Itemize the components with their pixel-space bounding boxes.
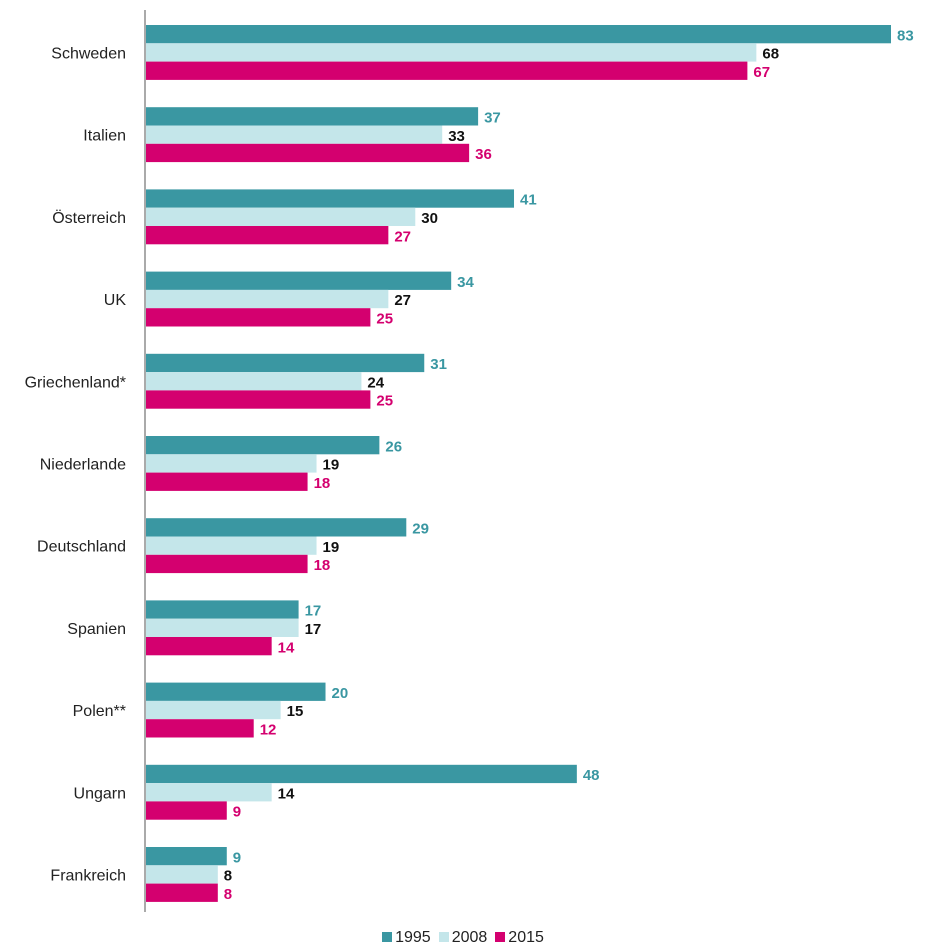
value-label-2008-spanien: 17 (305, 621, 322, 638)
bar-1995-schweden (146, 25, 891, 43)
value-label-2008-frankreich: 8 (224, 868, 232, 885)
value-label-2008-italien: 33 (448, 128, 465, 145)
legend-label-1995: 1995 (395, 929, 431, 946)
category-label-frankreich: Frankreich (50, 867, 126, 884)
value-label-1995-frankreich: 9 (233, 849, 241, 866)
bar-2015-deutschland (146, 555, 308, 573)
value-label-2008-niederlande: 19 (323, 457, 340, 474)
legend-label-2008: 2008 (452, 929, 488, 946)
bar-2015-schweden (146, 62, 747, 80)
category-label-uk: UK (104, 292, 127, 309)
value-label-1995-niederlande: 26 (385, 438, 402, 455)
bar-2015-österreich (146, 226, 388, 244)
bar-1995-deutschland (146, 518, 406, 536)
bar-2008-österreich (146, 208, 415, 226)
value-label-2008-deutschland: 19 (323, 539, 340, 556)
bar-2008-deutschland (146, 537, 317, 555)
bar-2015-spanien (146, 637, 272, 655)
bar-1995-uk (146, 272, 451, 290)
legend-item-2015: 2015 (495, 929, 544, 947)
value-label-2015-italien: 36 (475, 146, 492, 163)
value-label-2015-österreich: 27 (394, 228, 411, 245)
category-label-österreich: Österreich (52, 209, 126, 227)
bar-2008-griechenland (146, 372, 361, 390)
value-label-1995-österreich: 41 (520, 192, 537, 209)
category-label-italien: Italien (83, 128, 126, 145)
category-label-spanien: Spanien (67, 621, 126, 638)
bar-2008-niederlande (146, 454, 317, 472)
bar-1995-frankreich (146, 847, 227, 865)
category-label-schweden: Schweden (51, 45, 126, 62)
value-label-2008-schweden: 68 (762, 46, 779, 63)
value-label-2015-griechenland: 25 (376, 393, 393, 410)
bar-2008-schweden (146, 43, 756, 61)
value-label-1995-polen: 20 (332, 685, 349, 702)
bar-1995-österreich (146, 189, 514, 207)
bar-2015-polen (146, 719, 254, 737)
value-label-2015-niederlande: 18 (314, 475, 331, 492)
value-label-2015-uk: 25 (376, 311, 393, 328)
category-label-niederlande: Niederlande (40, 456, 126, 473)
bar-2008-polen (146, 701, 281, 719)
bar-2015-ungarn (146, 801, 227, 819)
value-label-1995-spanien: 17 (305, 603, 322, 620)
value-label-1995-schweden: 83 (897, 27, 914, 44)
value-label-2015-polen: 12 (260, 722, 277, 739)
value-label-2015-ungarn: 9 (233, 804, 241, 821)
value-label-2008-österreich: 30 (421, 210, 438, 227)
category-label-griechenland: Griechenland* (25, 374, 126, 391)
bar-2008-uk (146, 290, 388, 308)
bar-1995-italien (146, 107, 478, 125)
value-label-2008-polen: 15 (287, 703, 304, 720)
bar-2015-niederlande (146, 473, 308, 491)
legend-item-2008: 2008 (439, 929, 488, 947)
category-label-deutschland: Deutschland (37, 539, 126, 556)
bar-1995-niederlande (146, 436, 379, 454)
bar-1995-polen (146, 683, 326, 701)
bar-2015-italien (146, 144, 469, 162)
value-label-2015-spanien: 14 (278, 639, 295, 656)
bar-2015-uk (146, 308, 370, 326)
bar-1995-griechenland (146, 354, 424, 372)
value-label-1995-griechenland: 31 (430, 356, 447, 373)
legend-item-1995: 1995 (382, 929, 431, 947)
legend-swatch-1995 (382, 932, 392, 942)
category-label-polen: Polen** (73, 703, 126, 720)
bar-2008-ungarn (146, 783, 272, 801)
value-label-1995-uk: 34 (457, 274, 474, 291)
value-label-1995-deutschland: 29 (412, 521, 429, 538)
category-label-ungarn: Ungarn (74, 785, 126, 802)
legend-label-2015: 2015 (508, 929, 544, 946)
value-label-1995-ungarn: 48 (583, 767, 600, 784)
value-label-2008-griechenland: 24 (367, 374, 384, 391)
value-label-2015-schweden: 67 (753, 64, 770, 81)
value-label-2008-uk: 27 (394, 292, 411, 309)
bar-2008-frankreich (146, 865, 218, 883)
bar-2015-frankreich (146, 884, 218, 902)
value-label-2008-ungarn: 14 (278, 785, 295, 802)
value-label-1995-italien: 37 (484, 110, 501, 127)
bar-2008-spanien (146, 619, 299, 637)
bar-2008-italien (146, 126, 442, 144)
bar-2015-griechenland (146, 390, 370, 408)
legend-swatch-2008 (439, 932, 449, 942)
value-label-2015-frankreich: 8 (224, 886, 232, 903)
legend-swatch-2015 (495, 932, 505, 942)
bar-1995-spanien (146, 600, 299, 618)
bar-1995-ungarn (146, 765, 577, 783)
value-label-2015-deutschland: 18 (314, 557, 331, 574)
chart-legend: 1995 2008 2015 (0, 929, 926, 947)
